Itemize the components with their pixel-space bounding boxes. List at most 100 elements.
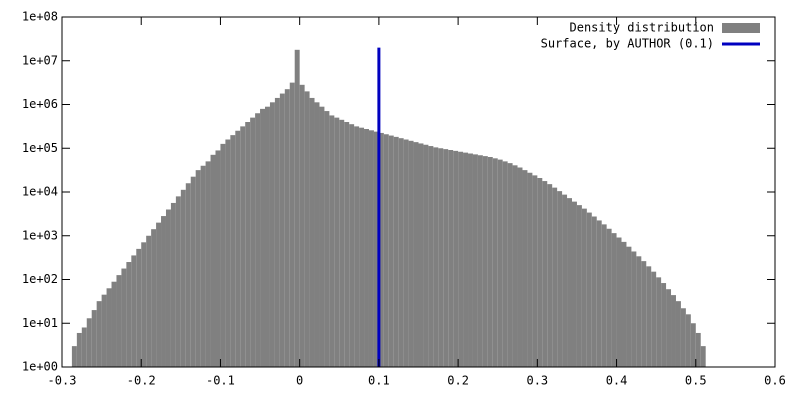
x-tick-label: 0.2	[447, 374, 469, 388]
histogram-bar	[111, 281, 117, 367]
legend-swatch	[722, 23, 760, 33]
histogram-bar	[557, 191, 563, 367]
histogram-bar	[586, 212, 592, 367]
histogram-bar	[656, 277, 662, 367]
histogram-bar	[220, 143, 226, 367]
histogram-bar	[324, 111, 330, 367]
histogram-bar	[438, 148, 444, 367]
histogram-bar	[175, 196, 181, 367]
histogram-bar	[131, 255, 137, 367]
histogram-bar	[636, 256, 642, 367]
histogram-bar	[314, 102, 320, 368]
histogram-bar	[71, 346, 77, 367]
x-tick-label: 0.4	[606, 374, 628, 388]
histogram-bar	[210, 154, 216, 367]
histogram-bar	[205, 161, 211, 367]
histogram-bar	[601, 224, 607, 367]
histogram-bar	[408, 140, 414, 367]
histogram-bar	[165, 209, 171, 367]
histogram-bar	[116, 275, 122, 367]
histogram-bar	[552, 187, 558, 367]
histogram-bar	[170, 202, 176, 367]
histogram-bar	[477, 155, 483, 367]
histogram-bar	[522, 170, 528, 367]
histogram-bar	[413, 142, 419, 367]
histogram-bar	[433, 147, 439, 367]
x-tick-label: -0.3	[48, 374, 77, 388]
histogram-bar	[309, 97, 315, 367]
histogram-bar	[235, 130, 241, 367]
histogram-bar	[487, 156, 493, 367]
histogram-bar	[91, 310, 97, 367]
histogram-bar	[250, 117, 256, 368]
histogram-bar	[126, 262, 132, 367]
y-tick-label: 1e+00	[22, 360, 58, 374]
histogram-bar	[190, 176, 196, 367]
histogram-bar	[685, 314, 691, 367]
histogram-bar	[596, 220, 602, 367]
histogram-bar	[616, 237, 622, 367]
histogram-bar	[121, 268, 127, 367]
histogram-bar	[136, 248, 142, 367]
x-tick-label: 0.1	[368, 374, 390, 388]
histogram-bar	[279, 93, 285, 368]
histogram-bar	[507, 163, 513, 367]
histogram-bar	[581, 208, 587, 367]
histogram-bar	[631, 251, 637, 367]
y-tick-label: 1e+03	[22, 228, 58, 242]
histogram-bar	[76, 332, 82, 367]
histogram-bar	[621, 241, 627, 367]
histogram-bar	[294, 49, 300, 367]
histogram-bar	[329, 115, 335, 368]
histogram-bar	[463, 152, 469, 367]
histogram-bar	[458, 151, 464, 367]
histogram-bar	[215, 150, 221, 367]
histogram-bar	[418, 143, 424, 367]
histogram-bar	[156, 222, 162, 367]
y-tick-label: 1e+05	[22, 141, 58, 155]
histogram-bar	[626, 246, 632, 367]
histogram-bar	[86, 318, 92, 367]
histogram-bar	[492, 158, 498, 367]
histogram-bar	[700, 346, 706, 367]
histogram-bar	[448, 150, 454, 367]
x-tick-label: 0.3	[526, 374, 548, 388]
histogram-bar	[304, 91, 310, 367]
histogram-bar	[364, 128, 369, 367]
x-tick-label: -0.1	[206, 374, 235, 388]
histogram-bar	[284, 89, 290, 367]
x-tick-label: 0.5	[685, 374, 707, 388]
histogram-bar	[334, 117, 340, 368]
histogram-bar	[547, 184, 553, 367]
histogram-bar	[562, 194, 568, 367]
histogram-bar	[354, 126, 360, 367]
histogram-bar	[200, 165, 206, 367]
legend-label: Surface, by AUTHOR (0.1)	[541, 37, 714, 51]
histogram-bar	[532, 175, 538, 367]
histogram-bar	[106, 288, 112, 367]
histogram-bar	[651, 271, 657, 367]
y-tick-label: 1e+02	[22, 272, 58, 286]
histogram-bar	[576, 205, 582, 367]
histogram-bar	[527, 172, 533, 367]
histogram-bar	[151, 229, 157, 367]
histogram-bar	[349, 124, 355, 367]
x-tick-label: 0	[296, 374, 303, 388]
histogram-bar	[443, 149, 449, 367]
histogram-bar	[428, 146, 434, 367]
histogram-bar	[512, 165, 518, 367]
histogram-bar	[185, 183, 191, 367]
histogram-bar	[81, 327, 87, 367]
histogram-bar	[571, 201, 577, 367]
histogram-bar	[368, 130, 374, 367]
histogram-bar	[675, 301, 681, 367]
histogram-bar	[260, 108, 266, 368]
x-tick-label: -0.2	[127, 374, 156, 388]
histogram-bar	[472, 154, 478, 367]
histogram-bar	[383, 134, 389, 367]
histogram-bar	[96, 301, 102, 367]
histogram-bar	[423, 144, 429, 367]
histogram-bar	[502, 161, 508, 367]
histogram-bar	[240, 126, 246, 367]
histogram-bar	[468, 153, 473, 367]
